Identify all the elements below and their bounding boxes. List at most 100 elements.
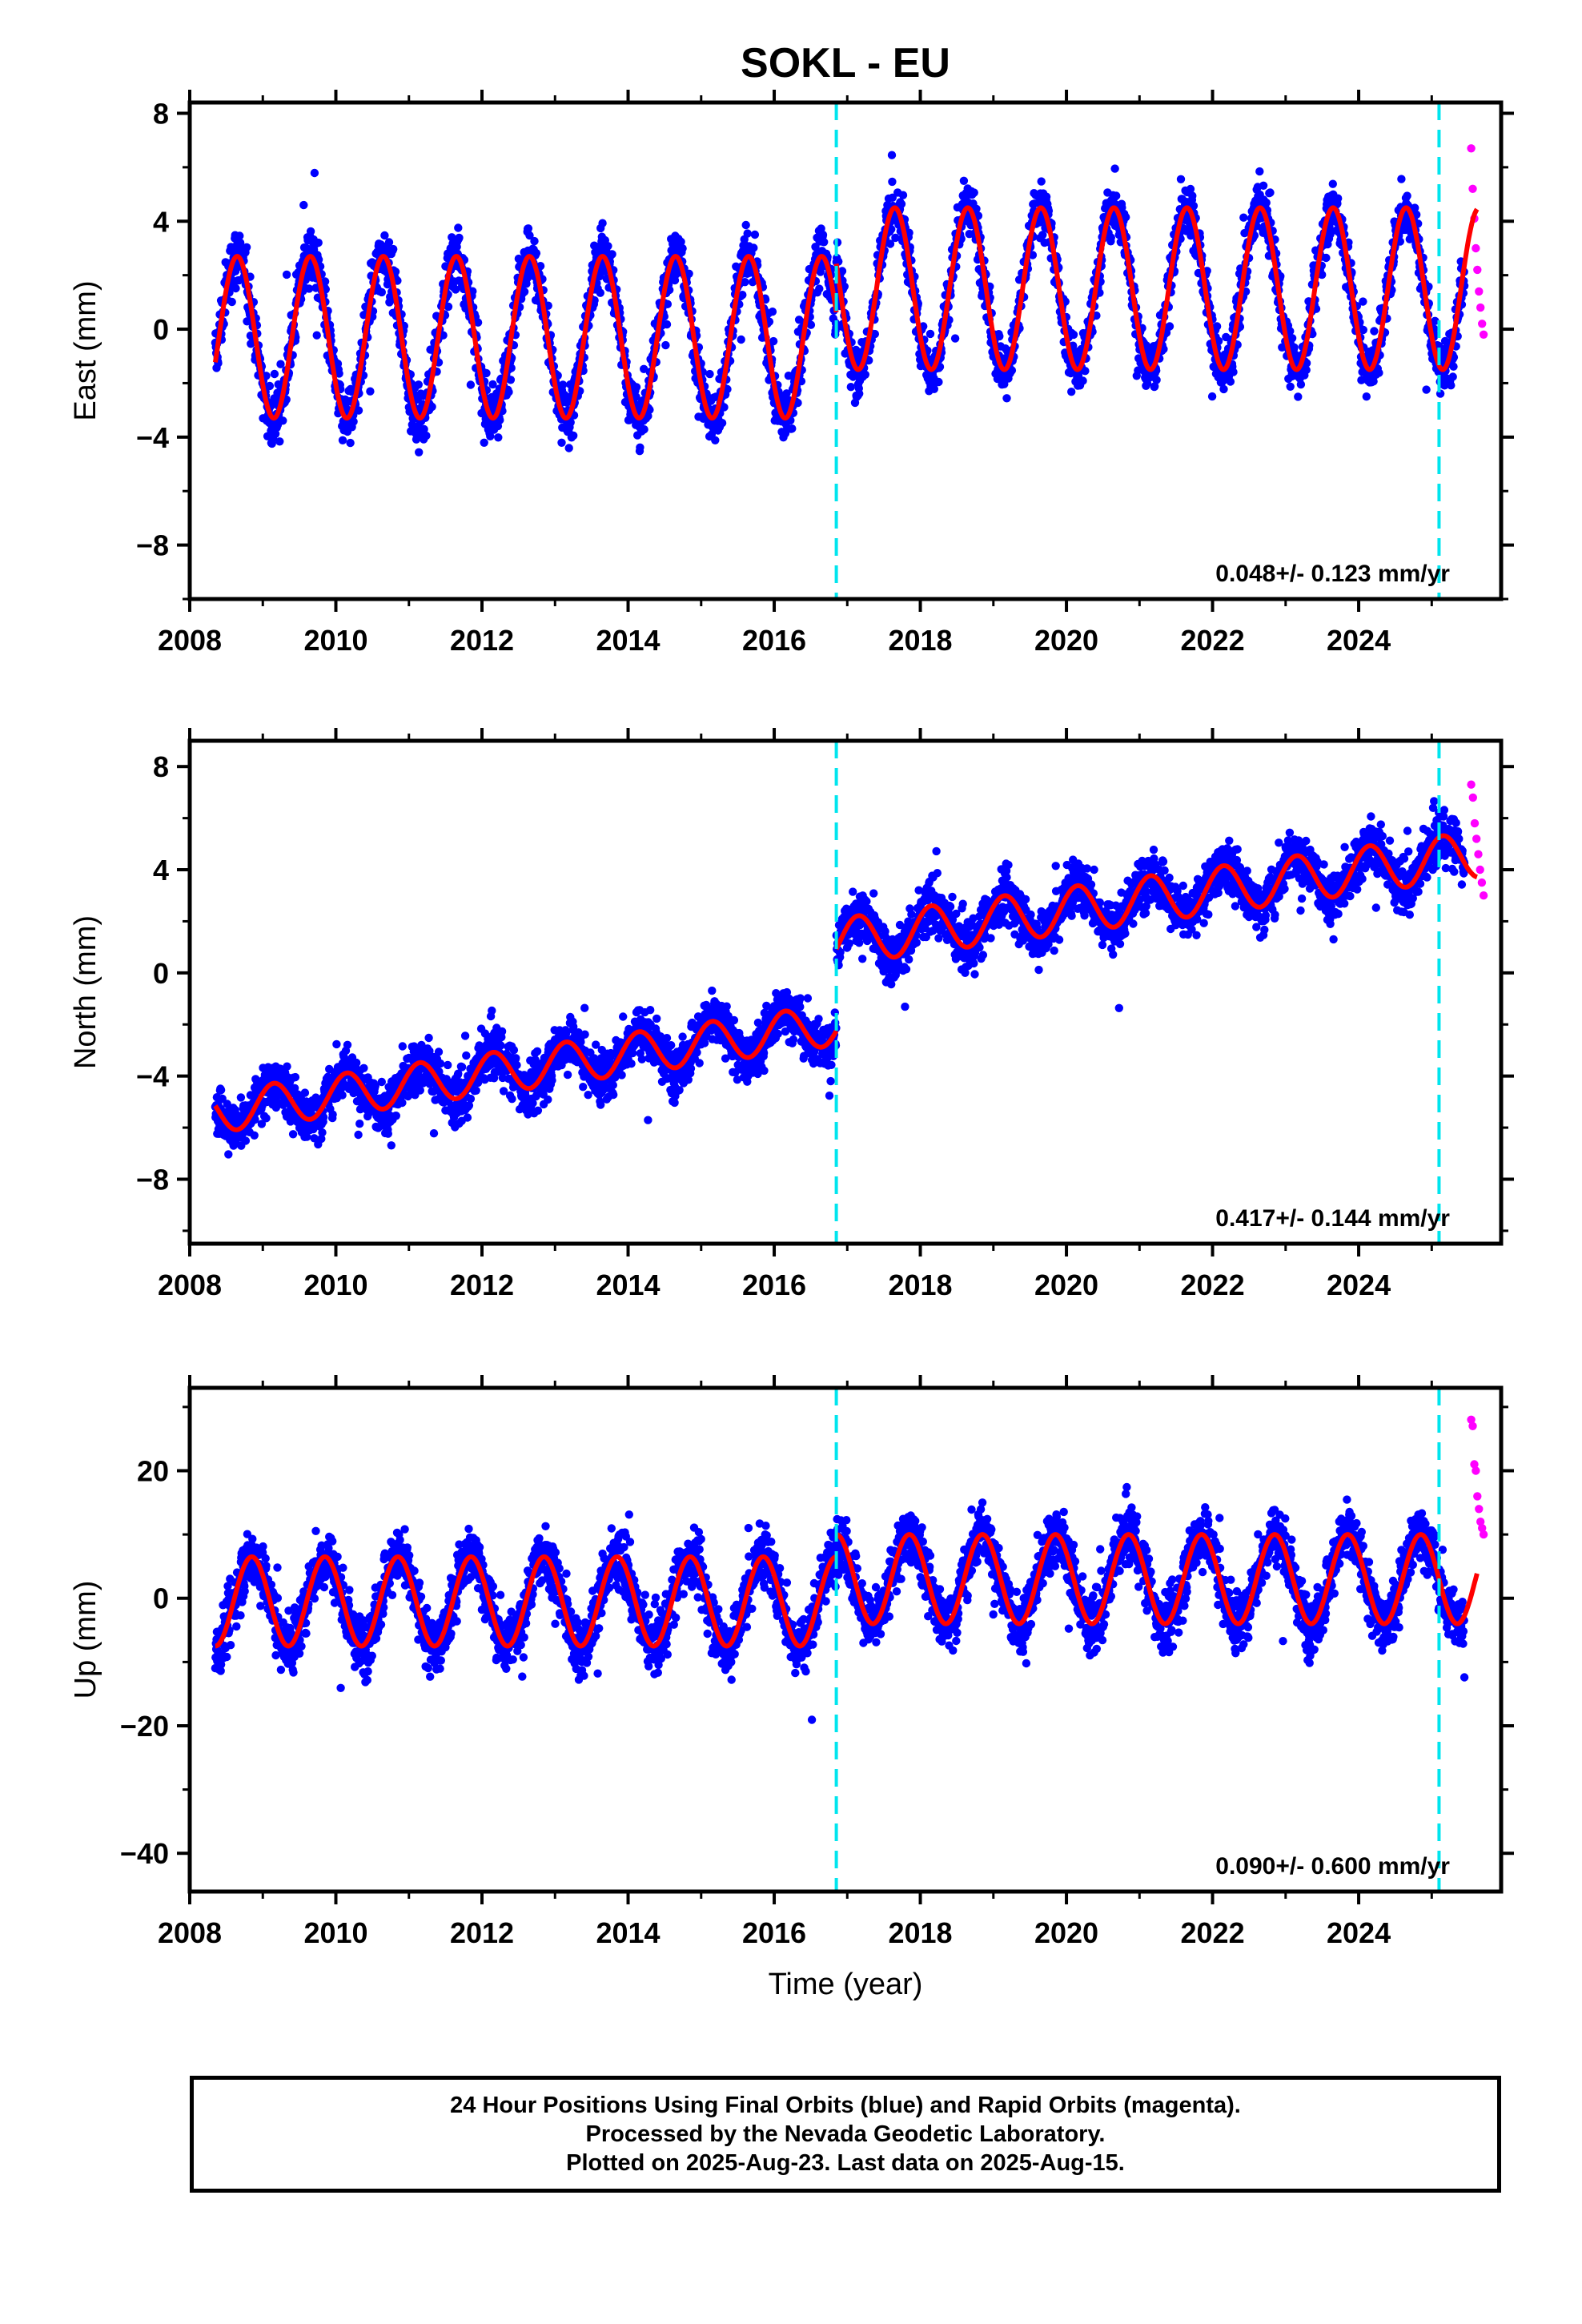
east-data-point: [380, 231, 389, 240]
north-data-point: [354, 1130, 363, 1140]
east-data-point: [887, 151, 897, 159]
east-x-tick-label: 2008: [158, 624, 222, 657]
east-data-point: [1229, 368, 1238, 376]
north-data-point: [291, 1072, 300, 1082]
east-data-point: [604, 242, 612, 251]
east-data-point: [1322, 253, 1331, 263]
east-data-point: [466, 380, 476, 389]
east-data-point: [384, 238, 394, 247]
east-rapid-point: [1476, 303, 1485, 312]
east-data-point: [536, 262, 545, 271]
east-data-point: [454, 223, 463, 232]
east-data-point: [564, 444, 573, 452]
east-data-point: [632, 392, 640, 401]
east-data-point: [1152, 376, 1161, 384]
east-data-point: [314, 238, 323, 247]
east-data-point: [444, 302, 453, 312]
east-data-point: [566, 418, 575, 427]
east-data-point: [279, 416, 287, 425]
east-data-point: [1069, 330, 1078, 340]
east-data-point: [1067, 388, 1076, 396]
north-data-point: [338, 1091, 347, 1100]
east-data-point: [504, 388, 513, 396]
east-rapid-point: [1475, 287, 1484, 296]
east-data-point: [1037, 177, 1046, 186]
east-data-point: [520, 287, 529, 296]
east-data-point: [1259, 181, 1268, 190]
east-data-point: [354, 406, 363, 415]
east-data-point: [1334, 194, 1343, 203]
north-data-point: [398, 1098, 407, 1108]
east-data-point: [950, 334, 960, 343]
east-data-point: [312, 331, 321, 340]
east-data-point: [663, 300, 672, 308]
east-data-point: [596, 288, 604, 297]
east-data-point: [1286, 382, 1295, 391]
figure-title: SOKL - EU: [741, 40, 950, 86]
east-data-point: [720, 403, 729, 412]
east-data-point: [482, 368, 491, 378]
north-data-point: [216, 1085, 226, 1095]
east-data-point: [608, 250, 616, 259]
north-data-point: [429, 1129, 439, 1138]
east-data-point: [557, 438, 566, 447]
east-data-point: [834, 257, 843, 266]
east-data-point: [662, 320, 672, 329]
north-data-point: [424, 1033, 433, 1043]
east-data-point: [1207, 392, 1217, 401]
east-data-point: [310, 168, 319, 178]
north-data-point: [355, 1120, 364, 1128]
east-data-point: [995, 332, 1004, 341]
east-data-point: [717, 419, 727, 428]
east-data-point: [817, 224, 825, 233]
north-data-point: [318, 1128, 327, 1137]
east-data-point: [468, 287, 477, 296]
east-data-point: [473, 318, 483, 327]
east-data-point: [1078, 376, 1087, 385]
east-y-tick-label: −4: [136, 421, 169, 454]
east-data-point: [723, 384, 732, 394]
east-data-point: [275, 437, 284, 446]
north-panel: 2008 2010 2012 2014 2016 2018 2020 2022 2024−8−4…: [69, 728, 1514, 1301]
east-data-point: [377, 287, 386, 297]
east-data-point: [661, 340, 670, 350]
east-data-point: [1397, 175, 1406, 183]
east-data-point: [1219, 384, 1228, 394]
east-data-point: [926, 329, 935, 339]
east-data-point: [320, 277, 330, 286]
east-data-point: [506, 376, 516, 384]
north-data-point: [509, 1046, 519, 1055]
east-rapid-point: [1468, 184, 1477, 193]
east-data-point: [806, 320, 816, 329]
east-data-point: [846, 383, 856, 392]
east-data-point: [525, 231, 534, 240]
east-data-point: [1262, 198, 1271, 207]
east-data-point: [1226, 377, 1235, 386]
east-x-tick-label: 2012: [450, 624, 514, 657]
north-data-point: [283, 1062, 291, 1071]
east-data-point: [304, 284, 314, 293]
east-data-point: [1290, 343, 1299, 352]
east-data-point: [544, 301, 552, 310]
east-data-point: [1165, 322, 1174, 331]
east-data-point: [265, 381, 275, 391]
east-data-point: [970, 188, 978, 197]
east-rapid-point: [1472, 243, 1480, 253]
east-data-point: [1176, 175, 1186, 183]
north-data-point: [460, 1031, 470, 1040]
east-data-point: [769, 336, 778, 346]
east-data-point: [1294, 392, 1303, 401]
east-data-point: [685, 269, 693, 278]
north-data-point: [262, 1114, 271, 1123]
east-data-point: [455, 233, 464, 243]
north-data-point: [352, 1059, 361, 1068]
east-data-point: [898, 191, 908, 199]
east-data-point: [1042, 192, 1051, 201]
east-data-point: [262, 372, 271, 380]
north-data-point: [488, 1006, 496, 1015]
north-data-point: [398, 1042, 407, 1051]
east-data-point: [227, 297, 236, 307]
east-data-point: [737, 335, 745, 344]
east-data-point: [271, 429, 280, 438]
